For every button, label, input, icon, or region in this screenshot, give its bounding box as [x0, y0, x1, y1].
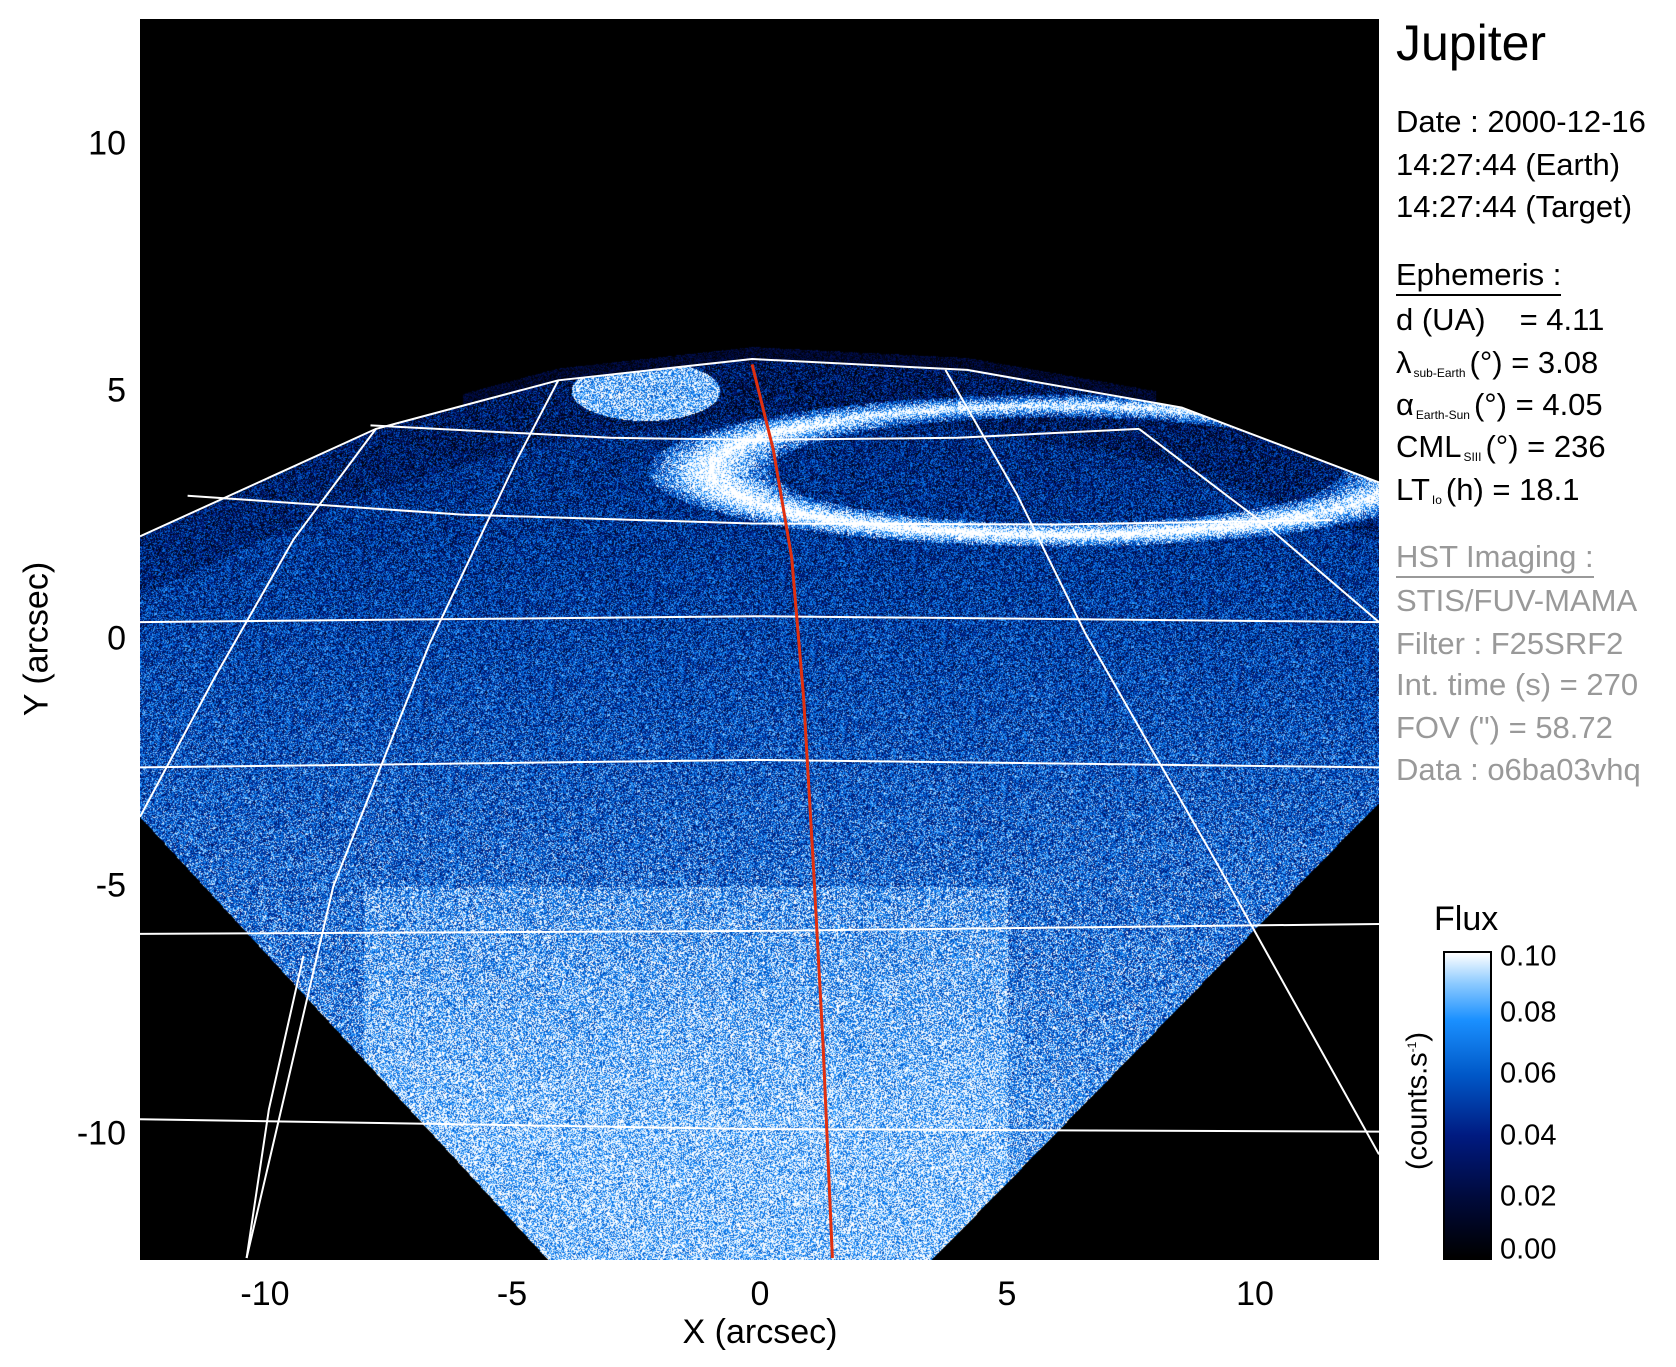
ephem-distance: d (UA) = 4.11 — [1396, 302, 1604, 338]
subscript: SIII — [1463, 450, 1482, 464]
symbol: LT — [1396, 472, 1430, 507]
symbol: λ — [1396, 345, 1412, 380]
colorbar-title: Flux — [1434, 900, 1499, 938]
symbol: CML — [1396, 429, 1462, 464]
label: d (UA) — [1396, 302, 1486, 337]
longitude-line — [245, 379, 560, 1259]
x-tick-label: 10 — [1236, 1275, 1274, 1313]
longitude-line — [1138, 428, 1379, 623]
x-tick-label: 5 — [997, 1275, 1017, 1313]
target-name: Jupiter — [1396, 15, 1547, 71]
y-tick-label: 0 — [107, 619, 126, 658]
fov: FOV (") = 58.72 — [1396, 710, 1613, 745]
value: (°) = 4.05 — [1473, 387, 1603, 422]
ephem-lambda: λ sub-Earth (°) = 3.08 — [1396, 345, 1598, 381]
x-tick-label: -10 — [240, 1275, 290, 1313]
latitude-line — [140, 1118, 1379, 1133]
colorbar-tick: 0.04 — [1500, 1119, 1557, 1152]
colorbar-tick: 0.00 — [1500, 1233, 1557, 1266]
longitude-line — [245, 955, 305, 1259]
value: (h) = 18.1 — [1445, 472, 1580, 507]
latitude-line — [140, 923, 1379, 935]
latitude-line — [370, 424, 1140, 441]
latitude-line — [140, 758, 1379, 769]
colorbar-tick: 0.08 — [1500, 996, 1557, 1029]
central-meridian-line — [750, 364, 834, 1259]
colorbar — [1443, 951, 1492, 1260]
colorbar-tick: 0.06 — [1500, 1057, 1557, 1090]
y-tick-label: 5 — [107, 371, 126, 410]
dataset: Data : o6ba03vhq — [1396, 752, 1641, 787]
y-tick-label: -5 — [95, 866, 126, 905]
colorbar-label-sup: -1 — [1404, 1041, 1419, 1053]
longitude-line — [140, 428, 377, 818]
subscript: Io — [1431, 493, 1442, 507]
ephem-cml: CML SIII (°) = 236 — [1396, 429, 1606, 465]
uv-image — [140, 19, 1379, 1260]
integration-time: Int. time (s) = 270 — [1396, 667, 1639, 702]
ephem-alpha: α Earth-Sun (°) = 4.05 — [1396, 387, 1603, 423]
value: (°) = 3.08 — [1469, 345, 1599, 380]
y-tick-label: -10 — [76, 1114, 126, 1153]
colorbar-label-text: (counts.s — [1401, 1052, 1434, 1171]
date: Date : 2000-12-16 — [1396, 104, 1646, 139]
grid-overlay — [140, 357, 1379, 1259]
hst-title: HST Imaging : — [1396, 539, 1594, 578]
x-axis-title: X (arcsec) — [682, 1313, 838, 1351]
x-tick-label: 0 — [750, 1275, 770, 1313]
time-target: 14:27:44 (Target) — [1396, 189, 1633, 224]
subscript: sub-Earth — [1413, 366, 1466, 380]
x-tick-label: -5 — [496, 1275, 528, 1313]
value: = 4.11 — [1519, 302, 1605, 337]
symbol: α — [1396, 387, 1414, 422]
time-earth: 14:27:44 (Earth) — [1396, 147, 1621, 182]
colorbar-tick: 0.10 — [1500, 940, 1557, 973]
subscript: Earth-Sun — [1415, 408, 1470, 422]
ephemeris-title: Ephemeris : — [1396, 257, 1562, 296]
hst-title-text: HST Imaging : — [1396, 539, 1594, 578]
colorbar-label-end: ) — [1401, 1031, 1434, 1042]
plot-area — [140, 19, 1379, 1260]
latitude-line — [140, 615, 1379, 624]
longitude-line — [944, 369, 1379, 1155]
colorbar-tick: 0.02 — [1500, 1180, 1557, 1213]
y-tick-label: 10 — [88, 124, 126, 163]
value: (°) = 236 — [1485, 429, 1606, 464]
filter: Filter : F25SRF2 — [1396, 626, 1624, 661]
colorbar-label: (counts.s-1) — [1402, 1032, 1435, 1170]
ephem-lt: LT Io (h) = 18.1 — [1396, 472, 1579, 508]
latitude-line — [187, 494, 1333, 526]
instrument: STIS/FUV-MAMA — [1396, 583, 1638, 618]
y-axis-title: Y (arcsec) — [17, 561, 56, 717]
planet-limb — [140, 357, 1379, 538]
ephemeris-title-text: Ephemeris : — [1396, 257, 1562, 296]
